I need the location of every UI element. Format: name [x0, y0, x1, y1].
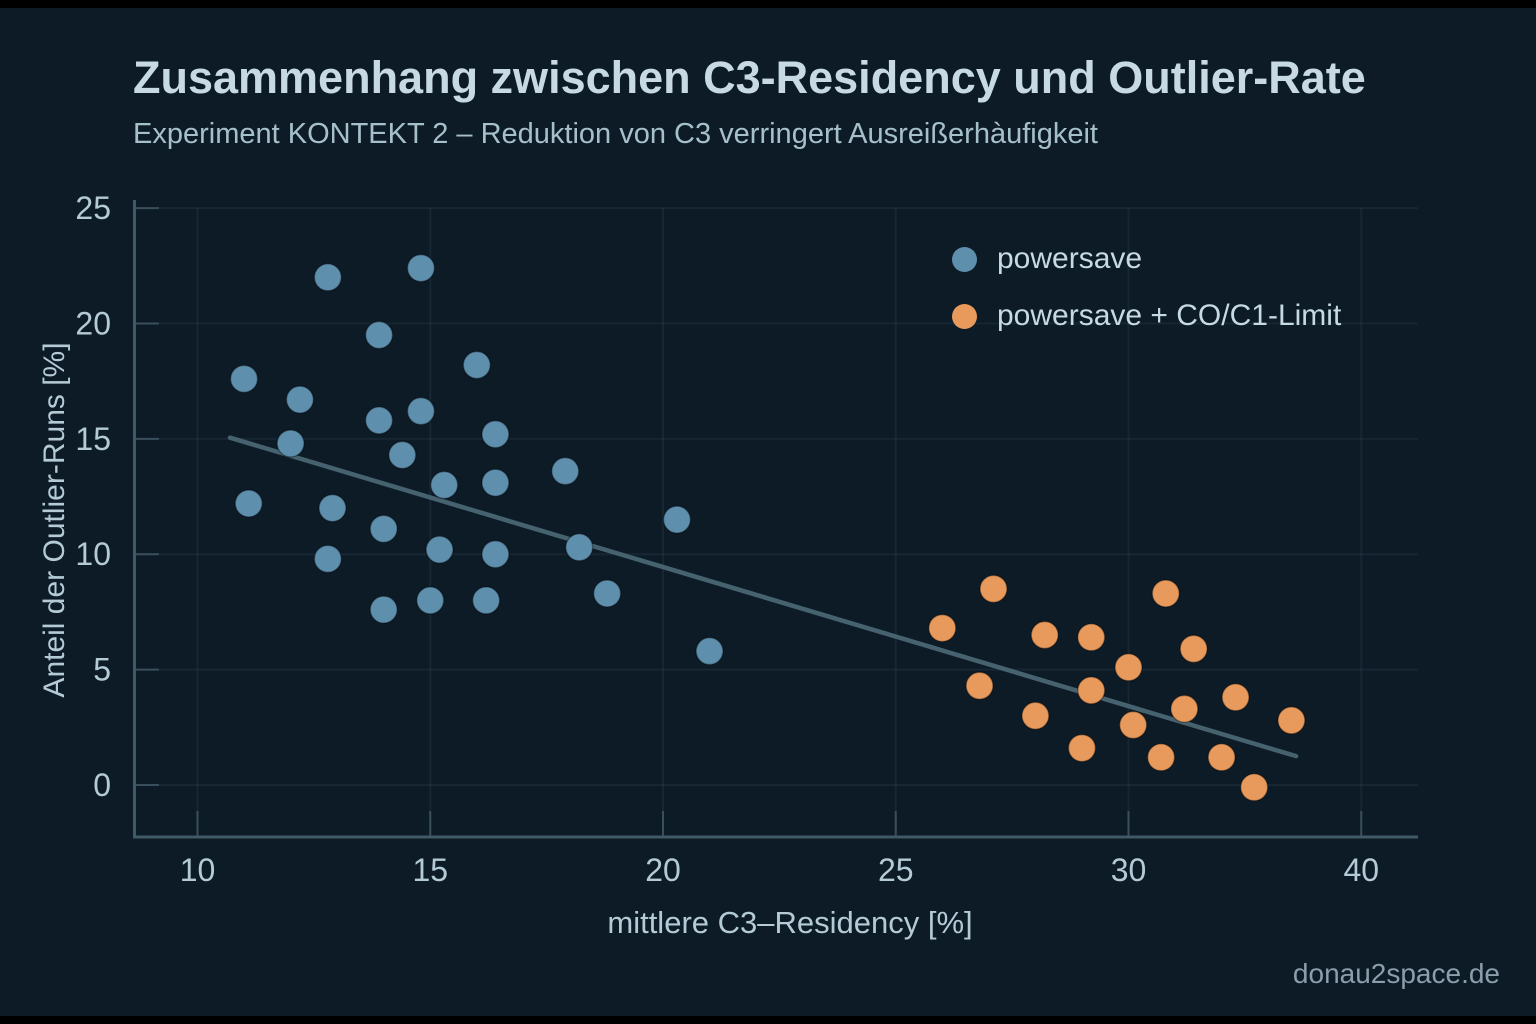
data-point-powersave-limit: [1239, 773, 1269, 802]
data-point-powersave-limit: [1077, 623, 1106, 652]
x-axis-title: mittlere C3–Residency [%]: [607, 905, 973, 940]
data-point-powersave: [406, 253, 436, 283]
data-point-powersave-limit: [1146, 743, 1176, 772]
data-point-powersave: [388, 440, 417, 470]
data-point-powersave-limit: [1179, 634, 1208, 664]
data-point-powersave: [234, 489, 263, 518]
data-point-powersave: [318, 493, 347, 523]
data-point-powersave-limit: [979, 574, 1008, 604]
x-tick-label: 30: [1111, 852, 1147, 888]
data-point-powersave: [462, 350, 492, 380]
y-tick-label: 10: [75, 536, 111, 572]
legend-marker-powersave-icon: [952, 246, 977, 272]
data-point-powersave: [364, 406, 394, 435]
data-point-powersave: [313, 544, 343, 574]
chart-subtitle: Experiment KONTEKT 2 – Reduktion von C3 …: [133, 118, 1098, 150]
data-point-powersave: [481, 419, 510, 449]
data-point-powersave: [481, 539, 510, 569]
x-tick-label: 10: [180, 852, 216, 888]
data-point-powersave-limit: [1114, 653, 1143, 682]
data-point-powersave-limit: [1118, 710, 1148, 740]
legend: powersave powersave + CO/C1-Limit: [952, 242, 1341, 333]
data-point-powersave-limit: [1067, 733, 1097, 763]
data-point-powersave: [662, 505, 692, 534]
watermark: donau2space.de: [1292, 958, 1500, 989]
data-point-powersave-limit: [1021, 701, 1050, 731]
y-tick-label: 25: [75, 190, 111, 226]
legend-label-powersave: powersave: [997, 242, 1143, 275]
data-point-powersave-limit: [1077, 676, 1106, 705]
data-point-powersave: [313, 263, 343, 292]
data-point-powersave-limit: [1221, 683, 1250, 712]
trend-line: [227, 435, 1299, 759]
x-tick-label: 25: [878, 852, 914, 888]
data-point-powersave-limit: [1277, 706, 1306, 735]
legend-marker-powersave-limit-icon: [952, 303, 977, 329]
data-point-powersave: [276, 429, 305, 458]
data-point-powersave: [364, 320, 394, 350]
data-point-powersave-limit: [1207, 743, 1236, 772]
data-point-powersave: [429, 470, 459, 500]
data-point-powersave-limit: [1151, 579, 1180, 608]
y-axis-title: Anteil der Outlier-Runs [%]: [38, 342, 71, 698]
data-point-powersave: [229, 364, 259, 394]
data-point-powersave-limit: [928, 613, 957, 643]
y-tick-label: 5: [93, 652, 111, 688]
data-point-powersave: [592, 579, 622, 608]
legend-item-powersave-limit: powersave + CO/C1-Limit: [952, 299, 1341, 333]
y-tick-label: 20: [75, 305, 111, 341]
data-point-powersave: [285, 385, 315, 414]
x-tick-label: 40: [1343, 852, 1379, 888]
data-point-powersave: [550, 456, 580, 486]
y-tick-label: 0: [93, 767, 111, 803]
x-tick-label: 20: [645, 852, 681, 888]
data-point-powersave: [425, 535, 454, 564]
letterbox-bottom: [0, 1016, 1536, 1024]
data-point-powersave: [406, 396, 436, 426]
data-point-powersave: [695, 636, 724, 666]
data-point-powersave-limit: [965, 671, 994, 701]
data-point-powersave: [564, 533, 594, 562]
legend-label-powersave-limit: powersave + CO/C1-Limit: [997, 299, 1342, 332]
chart-title: Zusammenhang zwischen C3-Residency und O…: [133, 52, 1366, 103]
data-point-powersave: [471, 586, 501, 615]
data-point-powersave: [369, 514, 398, 544]
letterbox-top: [0, 0, 1536, 8]
legend-item-powersave: powersave: [952, 242, 1341, 276]
data-point-powersave-limit: [1030, 620, 1059, 650]
data-point-powersave: [416, 586, 445, 615]
data-point-powersave: [481, 468, 510, 497]
data-point-powersave-limit: [1170, 694, 1199, 724]
y-tick-label: 15: [75, 421, 111, 457]
x-tick-label: 15: [412, 852, 448, 888]
data-point-powersave: [369, 595, 398, 624]
